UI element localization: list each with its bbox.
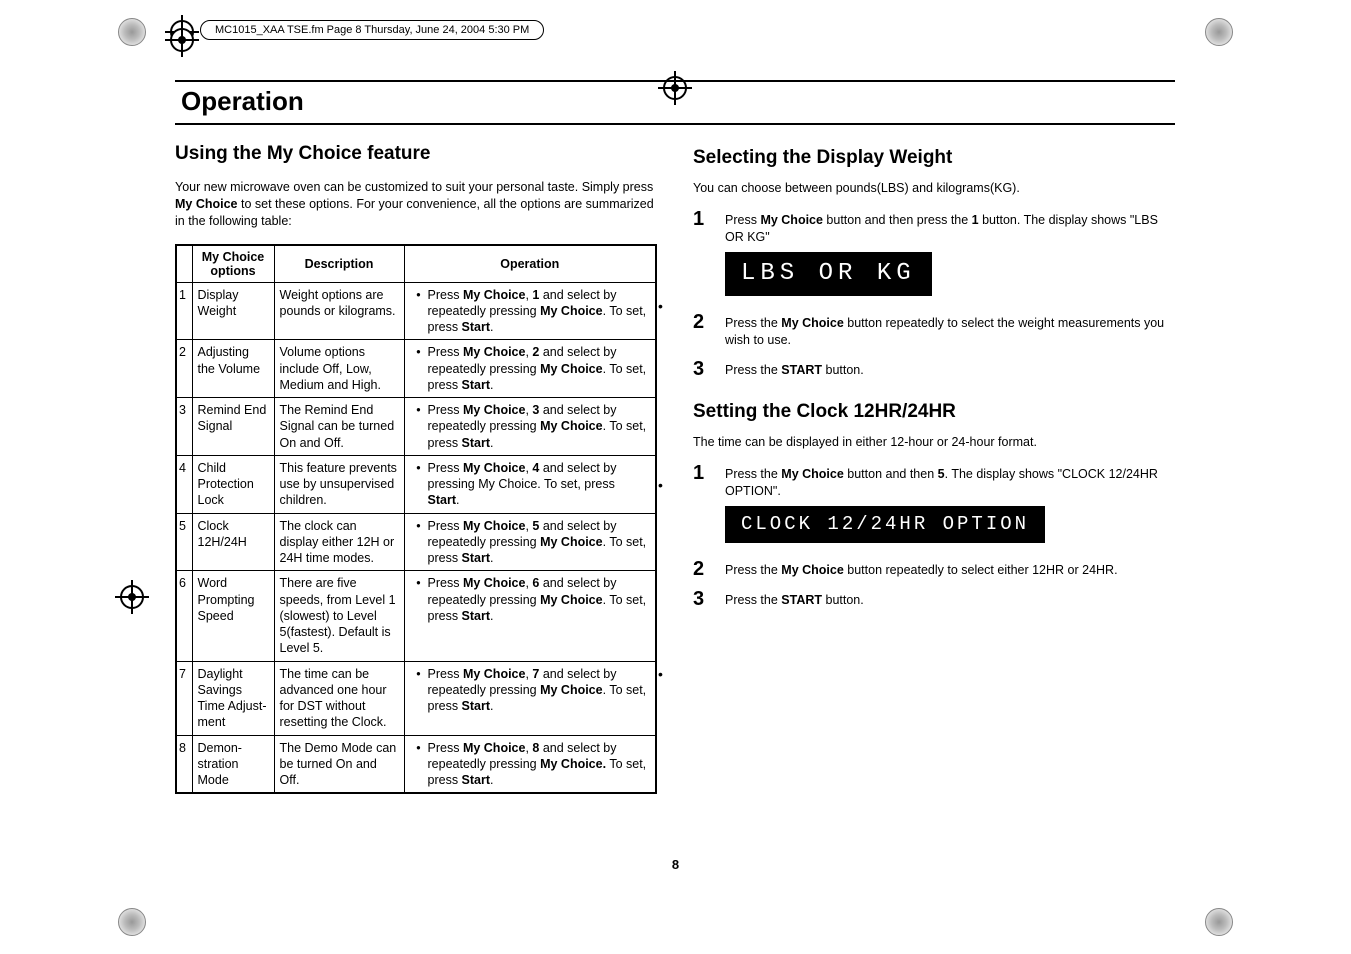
step-number: 1 — [693, 209, 725, 302]
row-operation: •Press My Choice, 7 and select by repeat… — [404, 661, 656, 735]
th-blank — [176, 245, 192, 283]
page-content: Operation Using the My Choice feature Yo… — [175, 80, 1175, 794]
th-options: My Choice options — [192, 245, 274, 283]
row-option: Child Protection Lock — [192, 455, 274, 513]
step: 1Press My Choice button and then press t… — [693, 209, 1175, 302]
gutter-dot-icon: • — [658, 298, 663, 314]
lcd-display: LBS OR KG — [725, 252, 932, 296]
step-number: 3 — [693, 359, 725, 379]
step-number: 2 — [693, 312, 725, 349]
table-row: 5Clock 12H/24HThe clock can display eith… — [176, 513, 656, 571]
row-number: 3 — [176, 398, 192, 456]
row-number: 7 — [176, 661, 192, 735]
row-description: Volume options include Off, Low, Medium … — [274, 340, 404, 398]
row-description: There are five speeds, from Level 1 (slo… — [274, 571, 404, 661]
row-operation: •Press My Choice, 6 and select by repeat… — [404, 571, 656, 661]
step-number: 2 — [693, 559, 725, 579]
page-title: Operation — [181, 86, 1175, 117]
row-description: Weight options are pounds or kilograms. — [274, 282, 404, 340]
step-body: Press My Choice button and then press th… — [725, 209, 1175, 302]
table-row: 4Child Protection LockThis feature preve… — [176, 455, 656, 513]
row-number: 1 — [176, 282, 192, 340]
step: 3Press the START button. — [693, 589, 1175, 609]
row-operation: •Press My Choice, 8 and select by repeat… — [404, 735, 656, 793]
crop-target-icon — [120, 585, 144, 609]
step-number: 1 — [693, 463, 725, 549]
gutter-dot-icon: • — [658, 477, 663, 493]
row-description: The Demo Mode can be turned On and Off. — [274, 735, 404, 793]
row-number: 8 — [176, 735, 192, 793]
lcd-text: CLOCK 12/24HR OPTION — [741, 513, 1029, 535]
section1-lead: You can choose between pounds(LBS) and k… — [693, 181, 1175, 195]
row-description: The Remind End Signal can be turned On a… — [274, 398, 404, 456]
crop-circle-icon — [118, 18, 146, 46]
row-number: 5 — [176, 513, 192, 571]
step-body: Press the My Choice button repeatedly to… — [725, 559, 1175, 579]
row-description: The clock can display either 12H or 24H … — [274, 513, 404, 571]
row-option: Word Prompting Speed — [192, 571, 274, 661]
table-row: 2Adjusting the VolumeVolume options incl… — [176, 340, 656, 398]
step: 1Press the My Choice button and then 5. … — [693, 463, 1175, 549]
table-row: 3Remind End SignalThe Remind End Signal … — [176, 398, 656, 456]
row-operation: •Press My Choice, 2 and select by repeat… — [404, 340, 656, 398]
title-bar: Operation — [175, 80, 1175, 125]
left-intro: Your new microwave oven can be customize… — [175, 179, 657, 230]
row-option: Adjusting the Volume — [192, 340, 274, 398]
row-operation: •Press My Choice, 3 and select by repeat… — [404, 398, 656, 456]
row-option: Remind End Signal — [192, 398, 274, 456]
row-operation: •Press My Choice, 1 and select by repeat… — [404, 282, 656, 340]
left-column: Using the My Choice feature Your new mic… — [175, 143, 657, 794]
gutter-dot-icon: • — [658, 666, 663, 682]
section-display-weight: Selecting the Display Weight You can cho… — [693, 147, 1175, 379]
row-option: Display Weight — [192, 282, 274, 340]
table-row: 7Daylight Savings Time Adjust-mentThe ti… — [176, 661, 656, 735]
options-table: My Choice options Description Operation … — [175, 244, 657, 795]
row-option: Daylight Savings Time Adjust-ment — [192, 661, 274, 735]
section1-heading: Selecting the Display Weight — [693, 147, 1175, 169]
row-option: Clock 12H/24H — [192, 513, 274, 571]
row-number: 4 — [176, 455, 192, 513]
crop-circle-icon — [1205, 908, 1233, 936]
row-operation: •Press My Choice, 4 and select by pressi… — [404, 455, 656, 513]
th-operation: Operation — [404, 245, 656, 283]
row-number: 6 — [176, 571, 192, 661]
step: 2Press the My Choice button repeatedly t… — [693, 312, 1175, 349]
section2-heading: Setting the Clock 12HR/24HR — [693, 401, 1175, 423]
step-body: Press the START button. — [725, 359, 1175, 379]
step-number: 3 — [693, 589, 725, 609]
row-description: This feature prevents use by unsupervise… — [274, 455, 404, 513]
crop-target-icon — [170, 28, 194, 52]
lcd-display: CLOCK 12/24HR OPTION — [725, 506, 1045, 544]
step: 3Press the START button. — [693, 359, 1175, 379]
section-clock: Setting the Clock 12HR/24HR The time can… — [693, 401, 1175, 609]
row-option: Demon-stration Mode — [192, 735, 274, 793]
crop-circle-icon — [118, 908, 146, 936]
th-description: Description — [274, 245, 404, 283]
crop-circle-icon — [1205, 18, 1233, 46]
row-description: The time can be advanced one hour for DS… — [274, 661, 404, 735]
step-body: Press the My Choice button and then 5. T… — [725, 463, 1175, 549]
page-number: 8 — [672, 857, 679, 872]
step-body: Press the My Choice button repeatedly to… — [725, 312, 1175, 349]
step: 2Press the My Choice button repeatedly t… — [693, 559, 1175, 579]
left-heading: Using the My Choice feature — [175, 143, 657, 165]
print-header: MC1015_XAA TSE.fm Page 8 Thursday, June … — [200, 20, 544, 40]
lcd-text: LBS OR KG — [741, 260, 916, 287]
row-operation: •Press My Choice, 5 and select by repeat… — [404, 513, 656, 571]
step-body: Press the START button. — [725, 589, 1175, 609]
table-row: 1Display WeightWeight options are pounds… — [176, 282, 656, 340]
right-column: Selecting the Display Weight You can cho… — [693, 143, 1175, 794]
row-number: 2 — [176, 340, 192, 398]
table-row: 8Demon-stration ModeThe Demo Mode can be… — [176, 735, 656, 793]
table-row: 6Word Prompting SpeedThere are five spee… — [176, 571, 656, 661]
section2-lead: The time can be displayed in either 12-h… — [693, 435, 1175, 449]
